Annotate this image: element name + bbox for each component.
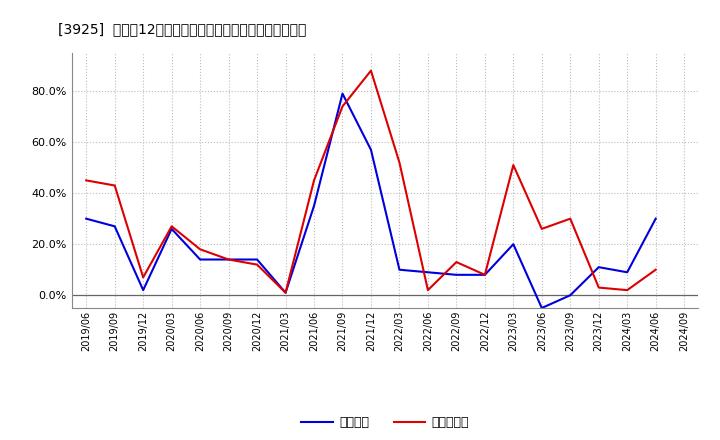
当期純利益 [537, 226, 546, 231]
経常利益 [110, 224, 119, 229]
経常利益 [452, 272, 461, 278]
当期純利益 [338, 104, 347, 109]
当期純利益 [595, 285, 603, 290]
経常利益 [423, 270, 432, 275]
当期純利益 [480, 272, 489, 278]
経常利益 [310, 203, 318, 209]
当期純利益 [366, 68, 375, 73]
当期純利益 [225, 257, 233, 262]
当期純利益 [310, 178, 318, 183]
経常利益 [537, 305, 546, 311]
経常利益 [366, 147, 375, 152]
当期純利益 [423, 287, 432, 293]
当期純利益 [110, 183, 119, 188]
当期純利益 [196, 247, 204, 252]
当期純利益 [452, 260, 461, 265]
当期純利益 [282, 290, 290, 295]
経常利益 [225, 257, 233, 262]
Text: [3925]  利益だ12か月移動合計の対前年同期増減率の推移: [3925] 利益だ12か月移動合計の対前年同期増減率の推移 [58, 22, 306, 36]
経常利益 [595, 264, 603, 270]
Line: 経常利益: 経常利益 [86, 94, 656, 308]
経常利益 [167, 226, 176, 231]
当期純利益 [566, 216, 575, 221]
経常利益 [509, 242, 518, 247]
Line: 当期純利益: 当期純利益 [86, 71, 656, 293]
経常利益 [82, 216, 91, 221]
当期純利益 [395, 160, 404, 165]
経常利益 [338, 91, 347, 96]
当期純利益 [253, 262, 261, 267]
当期純利益 [652, 267, 660, 272]
経常利益 [395, 267, 404, 272]
経常利益 [480, 272, 489, 278]
当期純利益 [509, 162, 518, 168]
経常利益 [196, 257, 204, 262]
当期純利益 [623, 287, 631, 293]
経常利益 [253, 257, 261, 262]
経常利益 [566, 293, 575, 298]
経常利益 [282, 290, 290, 295]
当期純利益 [139, 275, 148, 280]
Legend: 経常利益, 当期純利益: 経常利益, 当期純利益 [297, 411, 474, 434]
経常利益 [139, 287, 148, 293]
当期純利益 [82, 178, 91, 183]
当期純利益 [167, 224, 176, 229]
経常利益 [652, 216, 660, 221]
経常利益 [623, 270, 631, 275]
